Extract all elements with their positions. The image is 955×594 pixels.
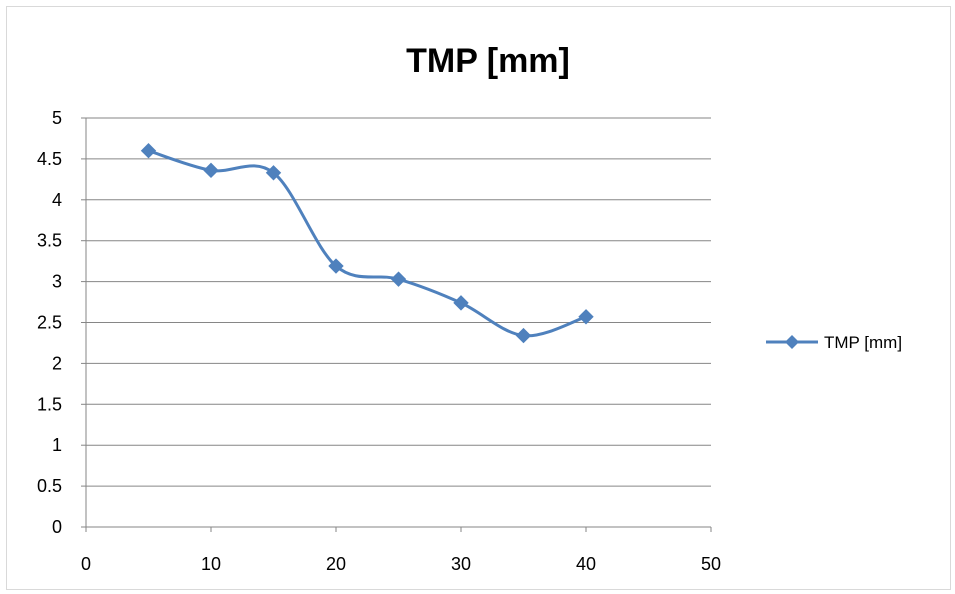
y-tick-label: 0.5: [37, 476, 62, 496]
data-point-marker: [578, 309, 594, 325]
y-tick-label: 1: [52, 435, 62, 455]
y-tick-label: 5: [52, 108, 62, 128]
y-axis-tick-labels: 0 0.5 1 1.5 2 2.5 3 3.5 4 4.5 5: [37, 108, 62, 537]
legend: TMP [mm]: [766, 333, 902, 352]
x-tick-label: 40: [576, 554, 596, 574]
y-tick-label: 2.5: [37, 313, 62, 333]
data-point-marker: [328, 258, 344, 274]
series-group: [140, 143, 594, 344]
x-tick-label: 50: [701, 554, 721, 574]
series-line: [147, 149, 588, 338]
chart-title: TMP [mm]: [406, 42, 570, 80]
y-tick-label: 4.5: [37, 149, 62, 169]
data-point-marker: [140, 143, 157, 159]
x-axis-tick-labels: 0 10 20 30 40 50: [81, 554, 721, 574]
grid-lines: [86, 117, 711, 487]
y-tick-label: 3: [52, 272, 62, 292]
y-tick-label: 1.5: [37, 394, 62, 414]
y-tick-label: 2: [52, 353, 62, 373]
data-point-marker: [265, 165, 282, 181]
legend-label: TMP [mm]: [824, 333, 902, 352]
x-tick-label: 10: [201, 554, 221, 574]
data-point-marker: [453, 295, 469, 311]
x-tick-label: 30: [451, 554, 471, 574]
y-tick-label: 3.5: [37, 231, 62, 251]
axes: [81, 117, 712, 532]
data-point-marker: [390, 271, 407, 287]
data-point-marker: [515, 327, 532, 344]
chart-frame: [6, 6, 951, 590]
legend-marker: [785, 335, 799, 349]
y-tick-label: 0: [52, 517, 62, 537]
data-point-marker: [203, 162, 219, 179]
y-tick-label: 4: [52, 190, 62, 210]
x-tick-label: 0: [81, 554, 91, 574]
x-tick-label: 20: [326, 554, 346, 574]
